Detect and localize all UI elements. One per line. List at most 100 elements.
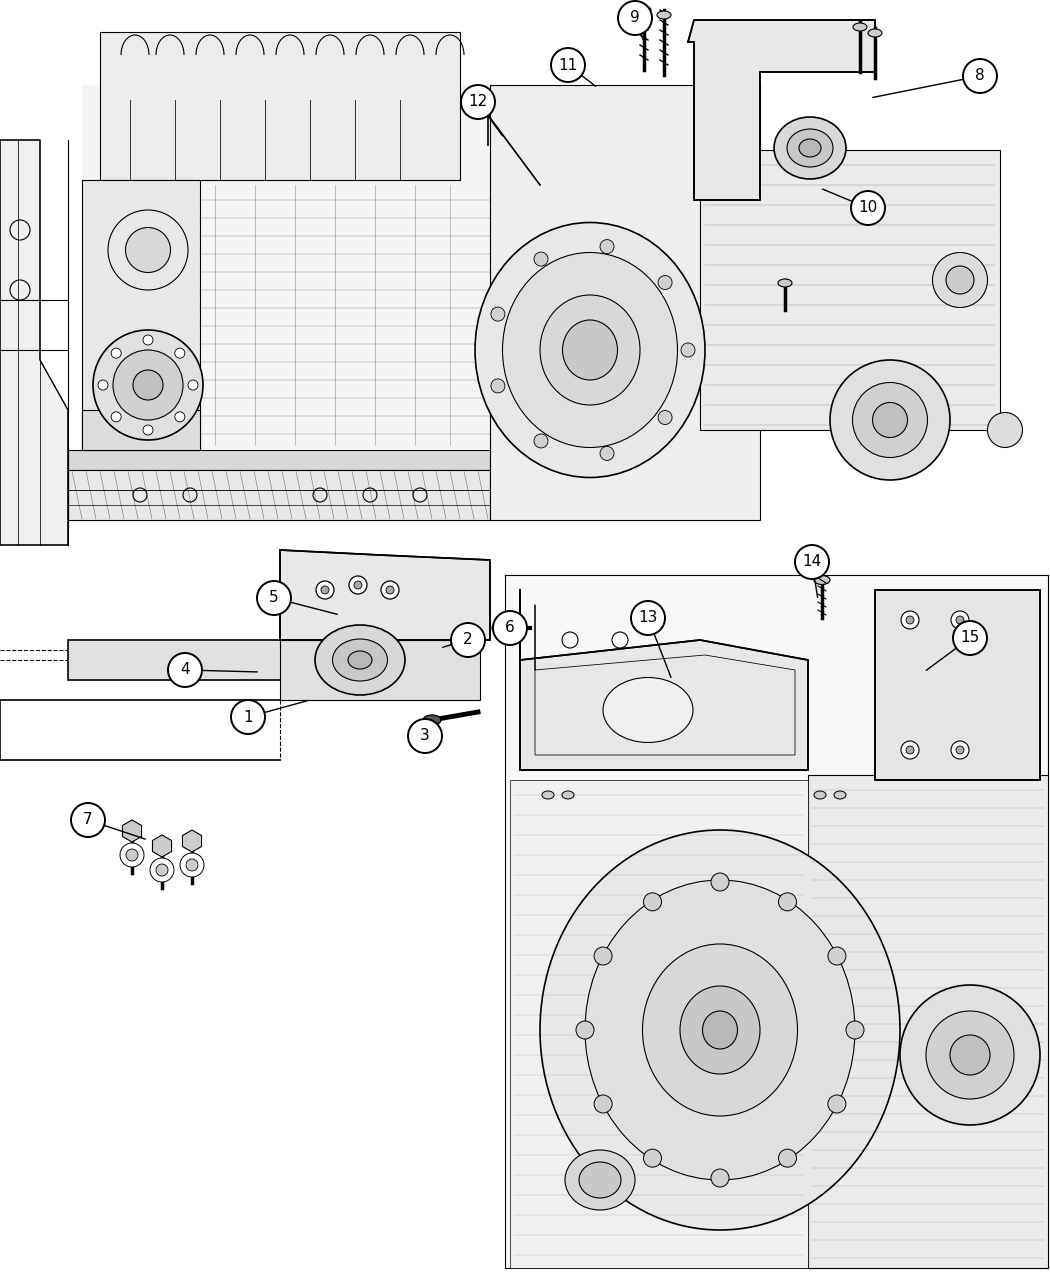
Ellipse shape (643, 944, 798, 1116)
Ellipse shape (637, 6, 651, 14)
Circle shape (600, 446, 614, 460)
Circle shape (111, 348, 121, 358)
Ellipse shape (113, 351, 183, 419)
Circle shape (631, 601, 665, 635)
Circle shape (956, 746, 964, 754)
Ellipse shape (540, 295, 640, 405)
Ellipse shape (333, 639, 387, 681)
Polygon shape (490, 85, 760, 520)
Ellipse shape (987, 413, 1023, 448)
Text: 8: 8 (975, 69, 985, 83)
Ellipse shape (475, 223, 705, 478)
Text: 10: 10 (859, 200, 878, 215)
Circle shape (534, 434, 548, 448)
Polygon shape (100, 32, 460, 180)
Polygon shape (280, 640, 480, 700)
Ellipse shape (774, 117, 846, 178)
Text: 12: 12 (468, 94, 487, 110)
Polygon shape (82, 180, 200, 450)
Ellipse shape (799, 139, 821, 157)
Circle shape (795, 544, 830, 579)
Ellipse shape (565, 1150, 635, 1210)
Text: 1: 1 (244, 709, 253, 724)
Circle shape (491, 379, 505, 393)
Circle shape (953, 621, 987, 655)
Circle shape (827, 947, 846, 965)
Polygon shape (520, 590, 808, 770)
Ellipse shape (778, 279, 792, 287)
Circle shape (711, 1169, 729, 1187)
Circle shape (156, 864, 168, 876)
Circle shape (111, 412, 121, 422)
Ellipse shape (830, 360, 950, 479)
Circle shape (658, 275, 672, 289)
Circle shape (491, 307, 505, 321)
Circle shape (461, 85, 495, 119)
Circle shape (174, 348, 185, 358)
Text: 14: 14 (802, 555, 821, 570)
Ellipse shape (853, 23, 867, 31)
Ellipse shape (932, 252, 987, 307)
Text: 5: 5 (269, 590, 279, 606)
Ellipse shape (423, 715, 441, 725)
Circle shape (452, 623, 485, 657)
Circle shape (354, 581, 362, 589)
Ellipse shape (946, 266, 974, 295)
Ellipse shape (834, 790, 846, 799)
Ellipse shape (926, 1011, 1014, 1099)
Polygon shape (280, 550, 490, 640)
Circle shape (594, 1095, 612, 1113)
Ellipse shape (950, 1035, 990, 1075)
Circle shape (644, 1149, 662, 1167)
Circle shape (562, 632, 578, 648)
Circle shape (594, 947, 612, 965)
Polygon shape (688, 20, 875, 200)
Polygon shape (505, 575, 1048, 1269)
Ellipse shape (873, 403, 907, 437)
Ellipse shape (814, 790, 826, 799)
Circle shape (901, 611, 919, 629)
Circle shape (681, 343, 695, 357)
Ellipse shape (108, 210, 188, 289)
Ellipse shape (900, 986, 1040, 1125)
Text: 13: 13 (638, 611, 657, 626)
Polygon shape (700, 150, 1000, 430)
Ellipse shape (133, 370, 163, 400)
Circle shape (98, 380, 108, 390)
Text: 15: 15 (961, 631, 980, 645)
Ellipse shape (702, 1011, 737, 1049)
Polygon shape (68, 640, 480, 680)
Text: 7: 7 (83, 812, 92, 827)
Polygon shape (0, 140, 68, 544)
Circle shape (316, 581, 334, 599)
Circle shape (600, 240, 614, 254)
Polygon shape (808, 775, 1048, 1269)
Circle shape (386, 586, 394, 594)
Text: 3: 3 (420, 728, 429, 743)
Circle shape (901, 741, 919, 759)
Circle shape (963, 59, 997, 93)
Ellipse shape (563, 320, 617, 380)
Circle shape (143, 425, 153, 435)
Circle shape (494, 611, 527, 645)
Circle shape (850, 191, 885, 224)
Circle shape (120, 843, 144, 867)
Circle shape (618, 1, 652, 34)
Ellipse shape (814, 575, 830, 584)
Circle shape (951, 611, 969, 629)
Circle shape (551, 48, 585, 82)
Circle shape (658, 411, 672, 425)
Ellipse shape (315, 625, 405, 695)
Ellipse shape (853, 382, 927, 458)
Polygon shape (875, 590, 1040, 780)
Ellipse shape (540, 830, 900, 1230)
Circle shape (576, 1021, 594, 1039)
Circle shape (150, 858, 174, 882)
Circle shape (71, 803, 105, 836)
Circle shape (321, 586, 329, 594)
Ellipse shape (680, 986, 760, 1074)
Circle shape (956, 616, 964, 623)
Polygon shape (82, 85, 490, 450)
Circle shape (612, 632, 628, 648)
Ellipse shape (348, 652, 372, 669)
